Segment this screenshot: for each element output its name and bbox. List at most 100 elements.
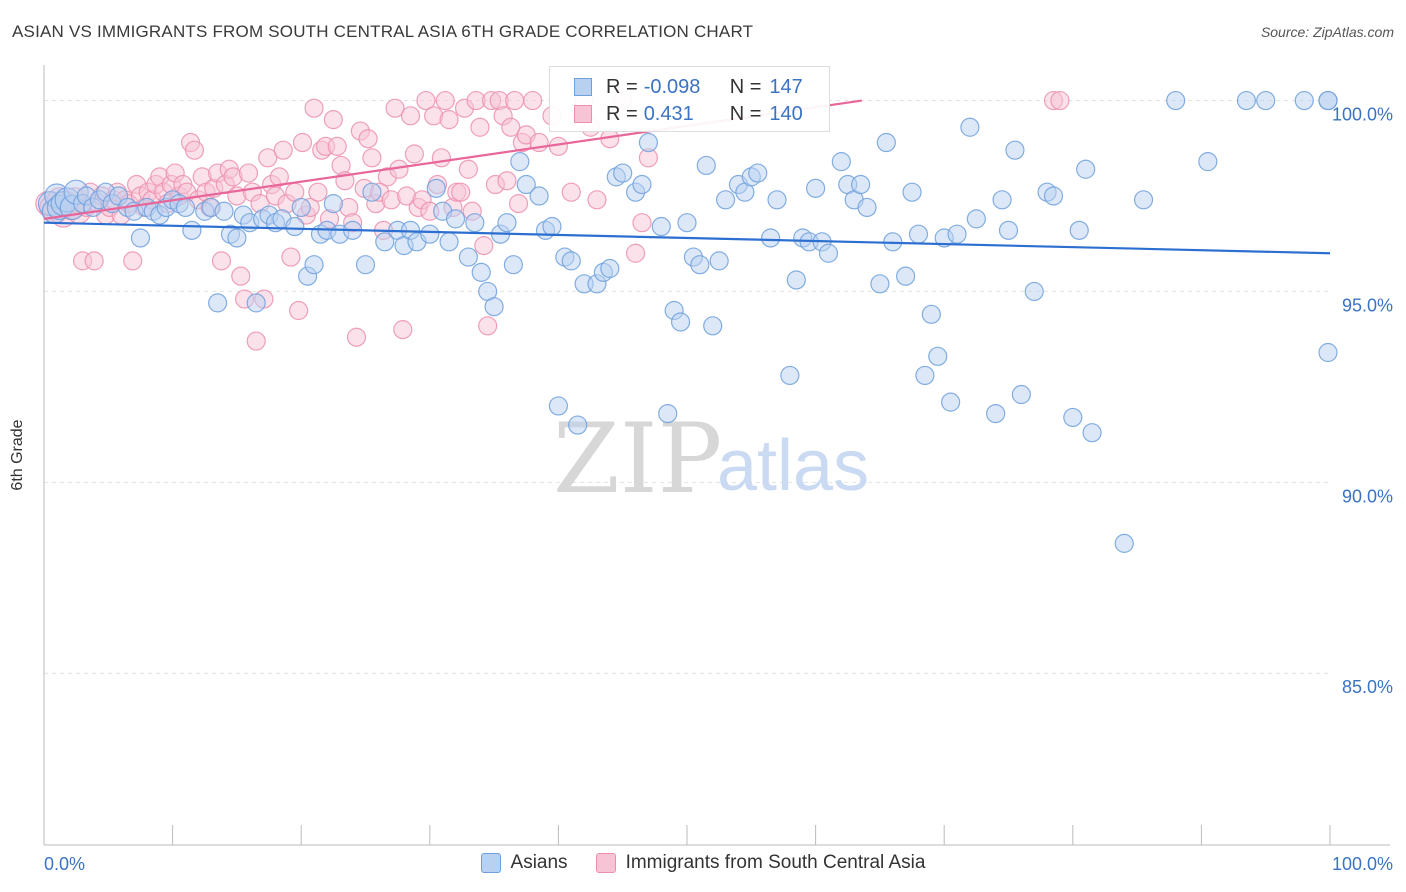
data-point [273, 140, 293, 160]
data-point [362, 148, 382, 168]
data-point [346, 327, 367, 347]
data-point [1063, 407, 1083, 428]
data-point [1318, 90, 1338, 111]
data-point [696, 155, 716, 176]
trend-line [43, 221, 1331, 255]
data-point [175, 197, 196, 218]
data-point [1198, 152, 1218, 172]
data-point [896, 266, 916, 286]
data-point [587, 190, 607, 210]
data-point [966, 209, 986, 229]
data-point [327, 136, 347, 156]
data-point [703, 316, 723, 336]
data-point [304, 98, 324, 118]
legend-n-label: N = [729, 102, 762, 125]
y-tick-label: 100.0% [1332, 105, 1393, 125]
data-point [323, 110, 343, 130]
data-point [709, 251, 729, 271]
y-tick-label: 95.0% [1342, 295, 1393, 315]
data-point [831, 152, 851, 172]
data-point [123, 251, 143, 271]
data-point [416, 90, 436, 111]
data-point [304, 255, 324, 275]
data-point [986, 403, 1006, 424]
data-point [227, 228, 247, 248]
data-point [870, 274, 890, 294]
data-point [632, 213, 652, 233]
data-point [677, 213, 697, 233]
data-point [715, 190, 736, 210]
data-point [632, 174, 652, 195]
data-point [651, 216, 671, 237]
data-point [805, 178, 826, 198]
data-point [358, 129, 378, 149]
data-point [451, 182, 471, 202]
data-point [385, 98, 405, 118]
data-point [505, 90, 525, 111]
x-tick-label: 0.0% [44, 854, 85, 874]
data-point [767, 190, 787, 210]
data-point [208, 293, 228, 313]
data-point [393, 320, 413, 340]
data-point [1236, 90, 1257, 111]
legend-r-label: R = [606, 102, 638, 125]
data-point [484, 297, 504, 317]
data-point [211, 251, 232, 271]
data-point [992, 190, 1012, 210]
data-point [561, 251, 581, 271]
data-point [404, 144, 424, 164]
data-point [568, 415, 588, 435]
data-point [308, 182, 328, 202]
data-point [474, 236, 494, 256]
data-point [238, 163, 259, 183]
data-point [818, 243, 839, 263]
data-point [625, 243, 646, 263]
data-point [786, 270, 806, 290]
source-label: Source: ZipAtlas.com [1260, 24, 1394, 40]
data-point [941, 392, 961, 412]
data-point [1050, 90, 1070, 111]
data-point [439, 232, 459, 252]
data-point [400, 106, 421, 126]
data-point [497, 171, 517, 191]
data-point [420, 224, 440, 244]
data-point [542, 216, 562, 237]
data-point [902, 182, 922, 202]
data-point [857, 197, 877, 218]
data-point [435, 90, 455, 111]
data-point [998, 220, 1019, 240]
y-tick-label: 90.0% [1342, 486, 1393, 506]
data-point [1166, 90, 1186, 111]
data-point [355, 255, 376, 275]
data-point [431, 148, 451, 168]
legend-label-immigrants: Immigrants from South Central Asia [625, 852, 926, 873]
data-point [292, 132, 313, 153]
x-tick-label: 100.0% [1332, 854, 1393, 874]
legend-r-label: R = [606, 75, 638, 98]
watermark-atlas: atlas [717, 426, 869, 506]
data-point [478, 316, 498, 336]
data-point [510, 152, 530, 172]
legend-label-asians: Asians [510, 852, 568, 873]
data-point [503, 255, 523, 275]
data-point [439, 110, 459, 130]
data-point [638, 132, 659, 153]
data-point [289, 300, 309, 321]
data-point [780, 365, 800, 386]
correlation-legend: R = -0.098 N = 147 R = 0.431 N = 140 [549, 66, 830, 132]
data-point [458, 159, 478, 179]
x-tick-labels: 0.0% 100.0% [44, 854, 1393, 874]
data-point [915, 365, 935, 386]
data-point [497, 213, 517, 233]
data-point [921, 304, 941, 324]
series-legend: Asians Immigrants from South Central Asi… [0, 852, 1406, 874]
data-point [851, 174, 871, 195]
data-point [1082, 423, 1102, 443]
data-point [1005, 140, 1025, 160]
legend-swatch-asians [574, 78, 592, 96]
data-point [291, 197, 311, 218]
data-point [323, 194, 343, 214]
legend-item-asians: Asians [480, 852, 568, 874]
series-asians-points [37, 90, 1338, 553]
